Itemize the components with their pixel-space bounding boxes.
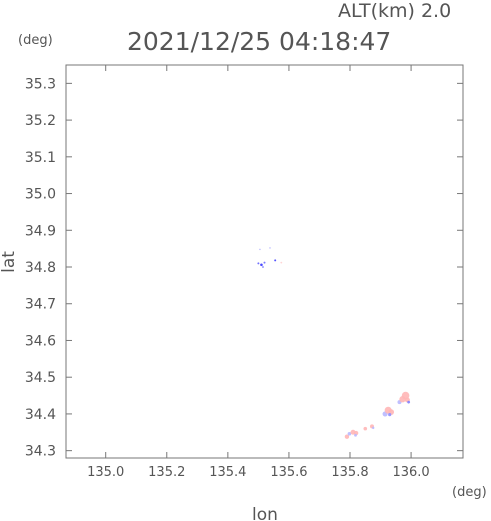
data-point — [388, 413, 392, 417]
chart-subtitle: ALT(km) 2.0 — [338, 0, 451, 22]
data-point — [401, 391, 410, 400]
data-point — [363, 426, 368, 431]
y-tick-label: 34.7 — [25, 297, 56, 313]
data-point — [354, 433, 357, 437]
x-tick-label: 136.0 — [392, 465, 429, 480]
data-point — [344, 434, 350, 439]
data-point — [261, 266, 264, 269]
x-axis-unit: (deg) — [452, 485, 487, 500]
y-tick-label: 34.9 — [25, 223, 56, 239]
data-point — [347, 431, 352, 436]
data-point — [407, 400, 411, 404]
data-point — [280, 261, 283, 264]
data-point — [269, 247, 271, 249]
y-tick-label: 35.2 — [25, 113, 56, 129]
data-point — [274, 259, 277, 262]
y-axis-label: lat — [0, 251, 19, 273]
x-tick-label: 135.2 — [148, 465, 185, 480]
x-axis-ticks: 135.0 135.2 135.4 135.6 135.8 136.0 — [87, 65, 430, 480]
x-tick-label: 135.8 — [331, 465, 368, 480]
y-tick-label: 34.8 — [25, 260, 56, 276]
data-point — [372, 426, 375, 430]
data-point — [257, 262, 260, 265]
plot-frame — [65, 64, 464, 459]
data-point — [263, 261, 266, 264]
y-tick-label: 34.6 — [25, 333, 56, 349]
y-axis-ticks: 34.3 34.4 34.5 34.6 34.7 34.8 34.9 35.0 35.1 35.2… — [25, 76, 463, 460]
y-axis-unit: (deg) — [18, 33, 53, 48]
data-point — [259, 248, 261, 251]
x-tick-label: 135.0 — [87, 465, 124, 480]
y-tick-label: 34.5 — [25, 370, 56, 386]
data-point — [260, 263, 263, 267]
y-tick-label: 35.1 — [25, 150, 56, 166]
y-tick-label: 34.3 — [25, 444, 56, 460]
chart-title: 2021/12/25 04:18:47 — [127, 27, 391, 56]
x-axis-label: lon — [252, 505, 278, 521]
y-tick-label: 35.3 — [25, 76, 56, 92]
y-tick-label: 34.4 — [25, 407, 56, 423]
y-tick-label: 35.0 — [25, 187, 56, 203]
x-tick-label: 135.4 — [209, 465, 246, 480]
data-points — [257, 247, 411, 439]
x-tick-label: 135.6 — [270, 465, 307, 480]
